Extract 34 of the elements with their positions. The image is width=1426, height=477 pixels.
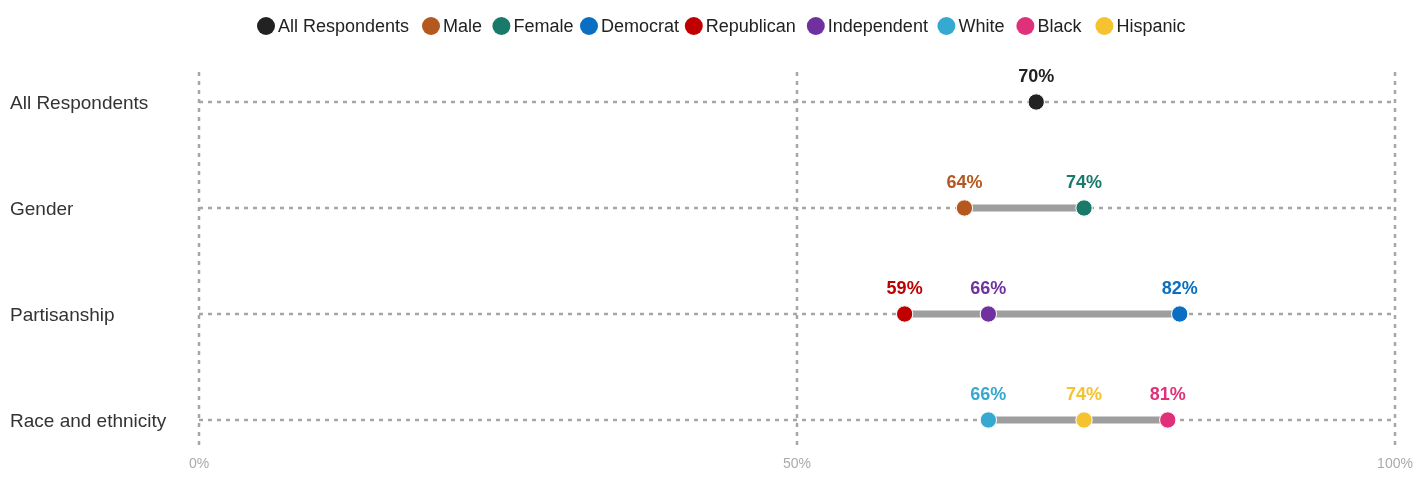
point	[979, 411, 998, 429]
x-tick-label: 50%	[782, 455, 812, 471]
data-label: 64%	[946, 172, 983, 192]
data-label: 70%	[1018, 66, 1055, 86]
legend-label: Black	[1037, 16, 1083, 36]
x-tick-label: 100%	[1377, 455, 1413, 471]
y-tick-label: Race and ethnicity	[10, 410, 167, 431]
point	[979, 305, 998, 323]
legend-label: White	[958, 16, 1005, 36]
legend-label: Hispanic	[1116, 16, 1186, 36]
data-label: 74%	[1066, 384, 1103, 404]
data-label: 66%	[970, 278, 1007, 298]
data-label: 74%	[1066, 172, 1103, 192]
data-label: 59%	[886, 278, 923, 298]
data-label: 81%	[1149, 384, 1186, 404]
legend-label: Independent	[827, 16, 928, 36]
data-label: 82%	[1161, 278, 1198, 298]
y-tick-label: Gender	[10, 198, 75, 219]
point	[955, 199, 974, 217]
point	[895, 305, 914, 323]
y-tick-label: All Respondents	[10, 92, 149, 113]
point	[1075, 411, 1093, 429]
y-tick-label: Partisanship	[10, 304, 115, 325]
legend-label: Female	[513, 16, 574, 36]
legend-label: Male	[443, 16, 483, 36]
legend-label: Republican	[705, 16, 796, 36]
data-label: 66%	[970, 384, 1007, 404]
point	[1159, 411, 1177, 429]
point	[1171, 305, 1189, 323]
legend-label: All Respondents	[278, 16, 410, 36]
legend-label: Democrat	[601, 16, 680, 36]
x-tick-label: 0%	[188, 455, 210, 471]
point	[1075, 199, 1093, 217]
point	[1027, 93, 1045, 111]
